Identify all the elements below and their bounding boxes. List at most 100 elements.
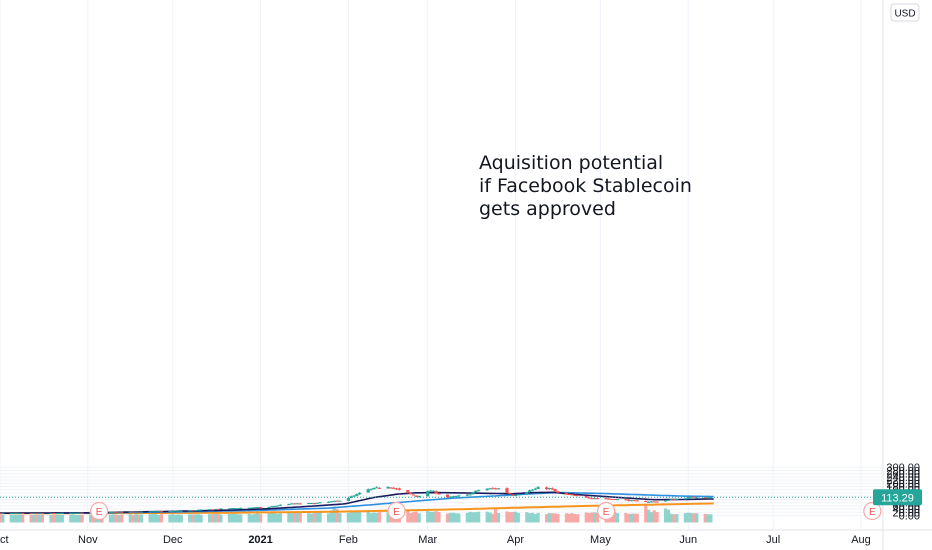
candle-body[interactable] <box>213 508 217 510</box>
candle-body[interactable] <box>610 498 614 500</box>
candle-body[interactable] <box>40 513 45 515</box>
candle-body[interactable] <box>508 492 512 495</box>
candle-body[interactable] <box>706 497 710 499</box>
candle-body[interactable] <box>613 498 617 500</box>
candle-body[interactable] <box>366 489 370 493</box>
candle-body[interactable] <box>151 511 155 513</box>
candle-body[interactable] <box>496 488 501 490</box>
candle-body[interactable] <box>159 511 164 513</box>
candle-body[interactable] <box>292 503 297 505</box>
candle-body[interactable] <box>375 487 379 489</box>
candle-body[interactable] <box>120 511 124 513</box>
candle-body[interactable] <box>615 499 620 501</box>
candle-body[interactable] <box>128 511 132 513</box>
candle-body[interactable] <box>411 494 416 496</box>
candle-body[interactable] <box>18 513 22 515</box>
candle-body[interactable] <box>505 488 509 493</box>
candle-body[interactable] <box>434 491 438 494</box>
candle-body[interactable] <box>32 513 36 515</box>
candle-body[interactable] <box>428 490 433 492</box>
candle-body[interactable] <box>15 513 19 515</box>
candle-body[interactable] <box>593 498 597 500</box>
candle-body[interactable] <box>646 501 651 503</box>
candle-body[interactable] <box>247 507 251 509</box>
candle-body[interactable] <box>77 512 81 514</box>
candle-body[interactable] <box>587 497 591 499</box>
candle-body[interactable] <box>168 510 172 512</box>
candle-body[interactable] <box>273 505 277 507</box>
candle-body[interactable] <box>179 510 183 512</box>
candle-body[interactable] <box>131 511 135 513</box>
candle-body[interactable] <box>652 501 656 503</box>
candle-body[interactable] <box>516 494 520 496</box>
candle-body[interactable] <box>318 502 322 504</box>
candle-body[interactable] <box>431 490 435 492</box>
candle-body[interactable] <box>397 488 401 490</box>
candle-body[interactable] <box>629 500 634 502</box>
candle-body[interactable] <box>219 508 223 510</box>
candle-body[interactable] <box>451 496 455 498</box>
candle-body[interactable] <box>258 507 263 509</box>
candle-body[interactable] <box>689 496 693 498</box>
candle-body[interactable] <box>307 503 311 505</box>
price-axis-panel[interactable] <box>883 0 932 550</box>
candle-body[interactable] <box>210 509 215 511</box>
candle-body[interactable] <box>417 495 421 498</box>
candle-body[interactable] <box>377 487 382 489</box>
candle-body[interactable] <box>414 495 418 497</box>
candle-body[interactable] <box>196 509 200 511</box>
candle-body[interactable] <box>199 509 203 511</box>
candle-body[interactable] <box>0 513 2 515</box>
candle-body[interactable] <box>295 503 299 505</box>
candle-body[interactable] <box>236 508 240 510</box>
candle-body[interactable] <box>349 496 353 499</box>
candle-body[interactable] <box>256 507 260 509</box>
candle-body[interactable] <box>471 492 475 495</box>
candle-body[interactable] <box>270 506 274 508</box>
candle-body[interactable] <box>253 507 257 509</box>
candle-body[interactable] <box>329 501 333 503</box>
candle-body[interactable] <box>290 503 294 505</box>
candle-body[interactable] <box>188 510 192 512</box>
candle-body[interactable] <box>267 506 271 508</box>
candle-body[interactable] <box>576 495 580 497</box>
candle-body[interactable] <box>477 490 481 492</box>
candle-body[interactable] <box>683 498 688 500</box>
candle-body[interactable] <box>709 497 713 499</box>
candle-body[interactable] <box>9 513 13 515</box>
candle-body[interactable] <box>38 513 42 515</box>
candle-body[interactable] <box>275 505 280 507</box>
candle-body[interactable] <box>547 488 552 490</box>
candle-body[interactable] <box>468 494 472 496</box>
candle-body[interactable] <box>176 510 181 512</box>
candle-body[interactable] <box>392 487 396 489</box>
candle-body[interactable] <box>287 504 291 506</box>
candle-body[interactable] <box>511 494 515 496</box>
candle-body[interactable] <box>335 500 339 502</box>
candle-body[interactable] <box>193 510 198 512</box>
candle-body[interactable] <box>692 496 696 498</box>
candle-body[interactable] <box>550 488 554 490</box>
earnings-marker[interactable] <box>597 501 616 521</box>
candle-body[interactable] <box>312 503 316 505</box>
candle-body[interactable] <box>604 498 608 500</box>
candle-body[interactable] <box>584 496 588 498</box>
candle-body[interactable] <box>216 508 220 510</box>
candle-body[interactable] <box>1 513 5 515</box>
candle-body[interactable] <box>596 498 600 500</box>
candle-body[interactable] <box>536 487 540 489</box>
candle-body[interactable] <box>148 511 152 513</box>
candle-body[interactable] <box>111 511 115 513</box>
candle-body[interactable] <box>233 508 237 510</box>
candle-body[interactable] <box>530 489 535 491</box>
candle-body[interactable] <box>355 494 359 496</box>
candle-body[interactable] <box>338 500 342 502</box>
candle-body[interactable] <box>448 496 452 498</box>
candle-body[interactable] <box>315 502 319 504</box>
candle-body[interactable] <box>57 512 62 514</box>
candle-body[interactable] <box>298 503 302 505</box>
candle-body[interactable] <box>60 512 64 514</box>
candle-body[interactable] <box>409 492 413 495</box>
candle-body[interactable] <box>556 491 560 493</box>
